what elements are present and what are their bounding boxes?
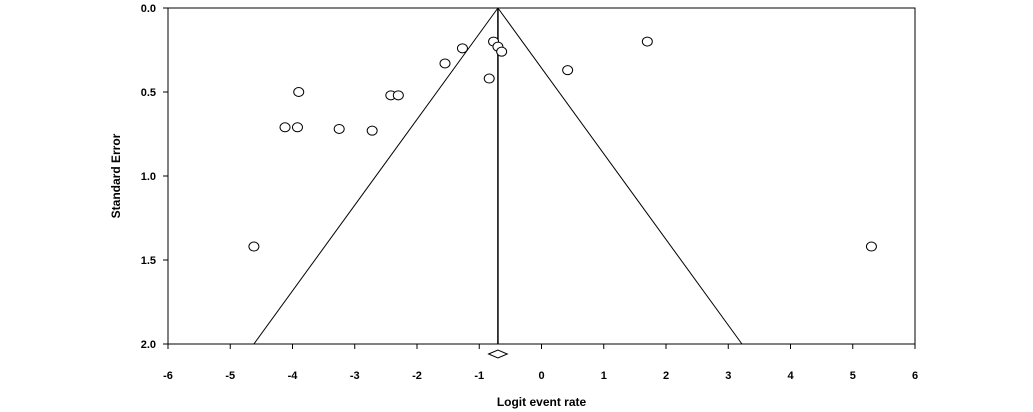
x-tick-label: -4 [288, 370, 299, 382]
x-tick-label: -6 [163, 370, 173, 382]
x-tick-label: 6 [912, 370, 918, 382]
x-tick-label: -3 [350, 370, 360, 382]
x-tick-label: 4 [787, 370, 794, 382]
x-axis: -6 -5 -4 -3 -2 -1 0 1 2 3 4 5 6 [163, 344, 918, 382]
y-tick-label: 1.0 [141, 171, 156, 183]
data-point [562, 65, 574, 76]
y-axis: 0.0 0.5 1.0 1.5 2.0 [141, 3, 168, 351]
x-tick-label: 2 [663, 370, 669, 382]
data-point [366, 125, 378, 136]
data-point [293, 87, 305, 97]
data-point [865, 241, 877, 252]
x-tick-label: 5 [850, 370, 856, 382]
data-point [279, 122, 291, 133]
x-axis-title: Logit event rate [497, 395, 587, 409]
data-point [496, 46, 508, 57]
x-tick-label: 0 [538, 370, 544, 382]
x-tick-label: -2 [412, 370, 422, 382]
funnel-left-line [253, 7, 499, 345]
data-point [392, 90, 404, 101]
data-point [483, 73, 495, 84]
y-tick-label: 2.0 [141, 339, 156, 351]
y-axis-title: Standard Error [109, 133, 123, 218]
y-tick-label: 0.5 [141, 87, 156, 99]
x-tick-label: -1 [474, 370, 484, 382]
data-point [641, 36, 653, 47]
funnel-lines [253, 7, 743, 345]
summary-diamond [487, 349, 509, 359]
data-point [333, 123, 345, 134]
x-tick-label: 3 [725, 370, 731, 382]
data-points [248, 36, 877, 252]
summary-diamond-group [487, 349, 509, 359]
data-point [439, 58, 451, 69]
funnel-right-line [497, 7, 743, 345]
data-point [248, 241, 260, 252]
x-tick-label: 1 [601, 370, 607, 382]
data-point [456, 43, 468, 54]
data-point [291, 122, 303, 133]
y-tick-label: 0.0 [141, 3, 156, 15]
x-tick-label: -5 [225, 370, 235, 382]
y-tick-label: 1.5 [141, 255, 156, 267]
